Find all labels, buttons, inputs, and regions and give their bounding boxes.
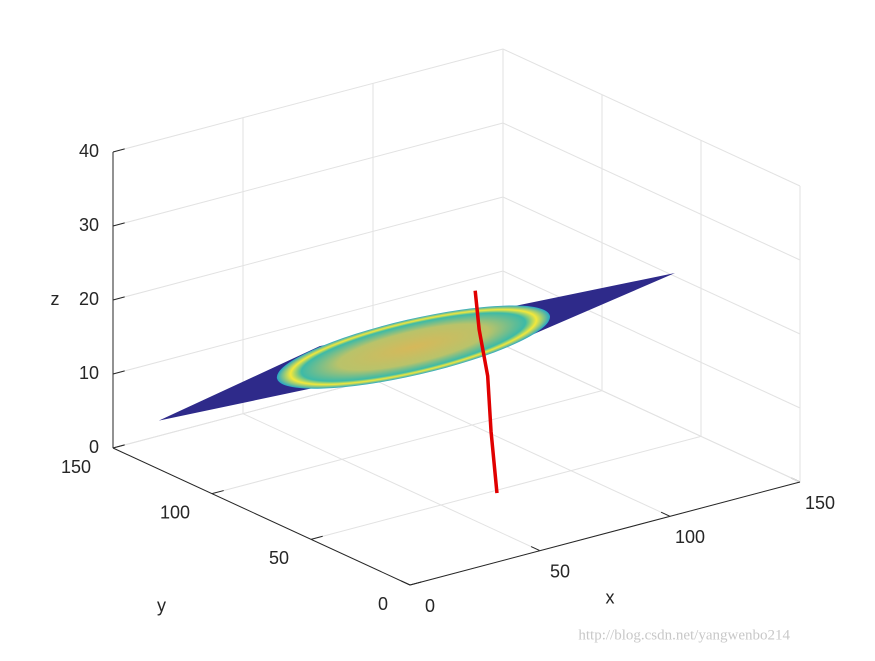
- x-tick: [530, 546, 541, 552]
- z-tick-label: 10: [79, 363, 99, 383]
- y-tick-label: 50: [269, 548, 289, 568]
- grid-line: [502, 122, 801, 261]
- grid-line: [502, 196, 801, 335]
- grid-line: [372, 378, 671, 517]
- z-tick: [112, 444, 125, 449]
- grid-line: [502, 344, 801, 483]
- z-tick: [112, 370, 125, 375]
- grid-line: [112, 48, 504, 153]
- x-tick-label: 100: [675, 527, 705, 547]
- x-axis-label: x: [606, 587, 615, 607]
- x-tick-label: 0: [425, 596, 435, 616]
- x-axis: [409, 481, 801, 586]
- y-axis: [112, 447, 411, 586]
- grid-line: [112, 122, 504, 227]
- grid-line: [502, 270, 801, 409]
- grid-line: [310, 435, 702, 540]
- y-tick-label: 100: [160, 502, 190, 522]
- grid-line: [242, 413, 541, 552]
- z-tick-label: 20: [79, 289, 99, 309]
- grid-line: [502, 48, 801, 187]
- grid-line: [112, 196, 504, 301]
- x-tick-label: 50: [550, 561, 570, 581]
- x-tick: [660, 511, 671, 517]
- z-tick-label: 30: [79, 215, 99, 235]
- watermark: http://blog.csdn.net/yangwenbo214: [578, 627, 790, 643]
- x-tick-label: 150: [805, 493, 835, 513]
- z-tick: [112, 148, 125, 153]
- z-tick: [112, 222, 125, 227]
- y-tick: [310, 535, 323, 540]
- z-axis-label: z: [51, 289, 60, 309]
- grid-line: [211, 390, 603, 495]
- marks: [158, 273, 676, 494]
- y-axis-label: y: [157, 595, 166, 615]
- y-tick: [211, 490, 224, 495]
- z-tick: [112, 296, 125, 301]
- line-series: [473, 290, 499, 494]
- y-tick-label: 150: [61, 457, 91, 477]
- z-tick-label: 40: [79, 141, 99, 161]
- surface-slice: [276, 305, 551, 389]
- grid-line: [112, 270, 504, 375]
- y-tick-label: 0: [378, 594, 388, 614]
- z-tick-label: 0: [89, 437, 99, 457]
